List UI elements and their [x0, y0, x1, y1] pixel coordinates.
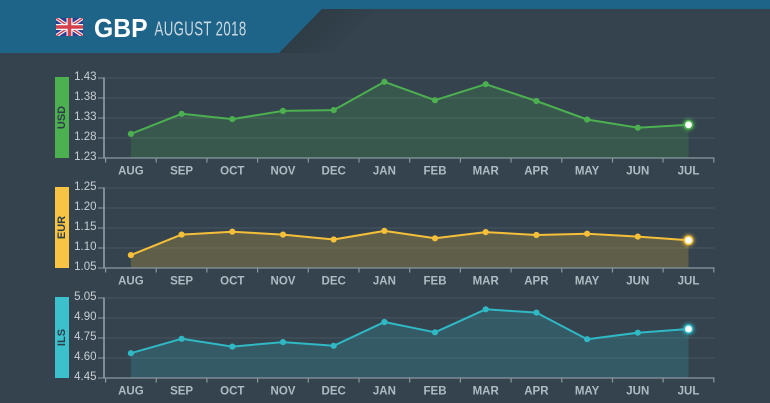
svg-text:MAR: MAR	[473, 386, 500, 398]
svg-text:JUL: JUL	[678, 386, 700, 398]
svg-text:1.33: 1.33	[74, 111, 96, 123]
svg-text:FEB: FEB	[424, 276, 447, 288]
svg-text:APR: APR	[524, 386, 549, 398]
svg-text:MAY: MAY	[575, 276, 600, 288]
svg-text:1.23: 1.23	[74, 151, 96, 163]
svg-text:FEB: FEB	[424, 166, 447, 178]
svg-text:OCT: OCT	[220, 386, 244, 398]
svg-text:MAR: MAR	[473, 276, 500, 288]
svg-text:SEP: SEP	[170, 386, 193, 398]
svg-text:JAN: JAN	[373, 386, 396, 398]
svg-text:JUN: JUN	[626, 166, 649, 178]
svg-text:APR: APR	[524, 276, 549, 288]
svg-text:JUL: JUL	[678, 276, 700, 288]
svg-text:JUN: JUN	[626, 276, 649, 288]
svg-text:OCT: OCT	[220, 276, 244, 288]
svg-text:JAN: JAN	[373, 166, 396, 178]
svg-text:4.60: 4.60	[74, 351, 96, 363]
svg-text:GBP: GBP	[94, 14, 148, 43]
svg-text:DEC: DEC	[322, 386, 346, 398]
svg-text:AUG: AUG	[118, 386, 144, 398]
svg-text:1.20: 1.20	[74, 201, 96, 213]
svg-text:OCT: OCT	[220, 166, 244, 178]
svg-text:EUR: EUR	[56, 216, 68, 239]
svg-text:AUG: AUG	[118, 166, 144, 178]
svg-text:1.28: 1.28	[74, 131, 96, 143]
svg-text:4.90: 4.90	[74, 311, 96, 323]
svg-text:DEC: DEC	[322, 276, 346, 288]
svg-text:4.45: 4.45	[74, 371, 96, 383]
svg-text:AUG: AUG	[118, 276, 144, 288]
svg-text:NOV: NOV	[271, 386, 296, 398]
svg-text:1.43: 1.43	[74, 71, 96, 83]
svg-text:SEP: SEP	[170, 166, 193, 178]
svg-text:NOV: NOV	[271, 166, 296, 178]
svg-text:NOV: NOV	[271, 276, 296, 288]
svg-text:MAY: MAY	[575, 166, 600, 178]
svg-text:1.38: 1.38	[74, 91, 96, 103]
svg-text:5.05: 5.05	[74, 291, 96, 303]
svg-text:SEP: SEP	[170, 276, 193, 288]
svg-text:4.75: 4.75	[74, 331, 96, 343]
svg-text:DEC: DEC	[322, 166, 346, 178]
svg-text:AUGUST 2018: AUGUST 2018	[155, 18, 247, 40]
svg-text:ILS: ILS	[56, 329, 68, 346]
svg-text:1.05: 1.05	[74, 261, 96, 273]
svg-text:MAY: MAY	[575, 386, 600, 398]
svg-text:JUL: JUL	[678, 166, 700, 178]
svg-text:1.10: 1.10	[74, 241, 96, 253]
svg-text:MAR: MAR	[473, 166, 500, 178]
svg-text:1.25: 1.25	[74, 181, 96, 193]
svg-text:1.15: 1.15	[74, 221, 96, 233]
svg-text:USD: USD	[56, 106, 68, 129]
svg-text:JUN: JUN	[626, 386, 649, 398]
svg-text:FEB: FEB	[424, 386, 447, 398]
svg-text:JAN: JAN	[373, 276, 396, 288]
svg-text:APR: APR	[524, 166, 549, 178]
